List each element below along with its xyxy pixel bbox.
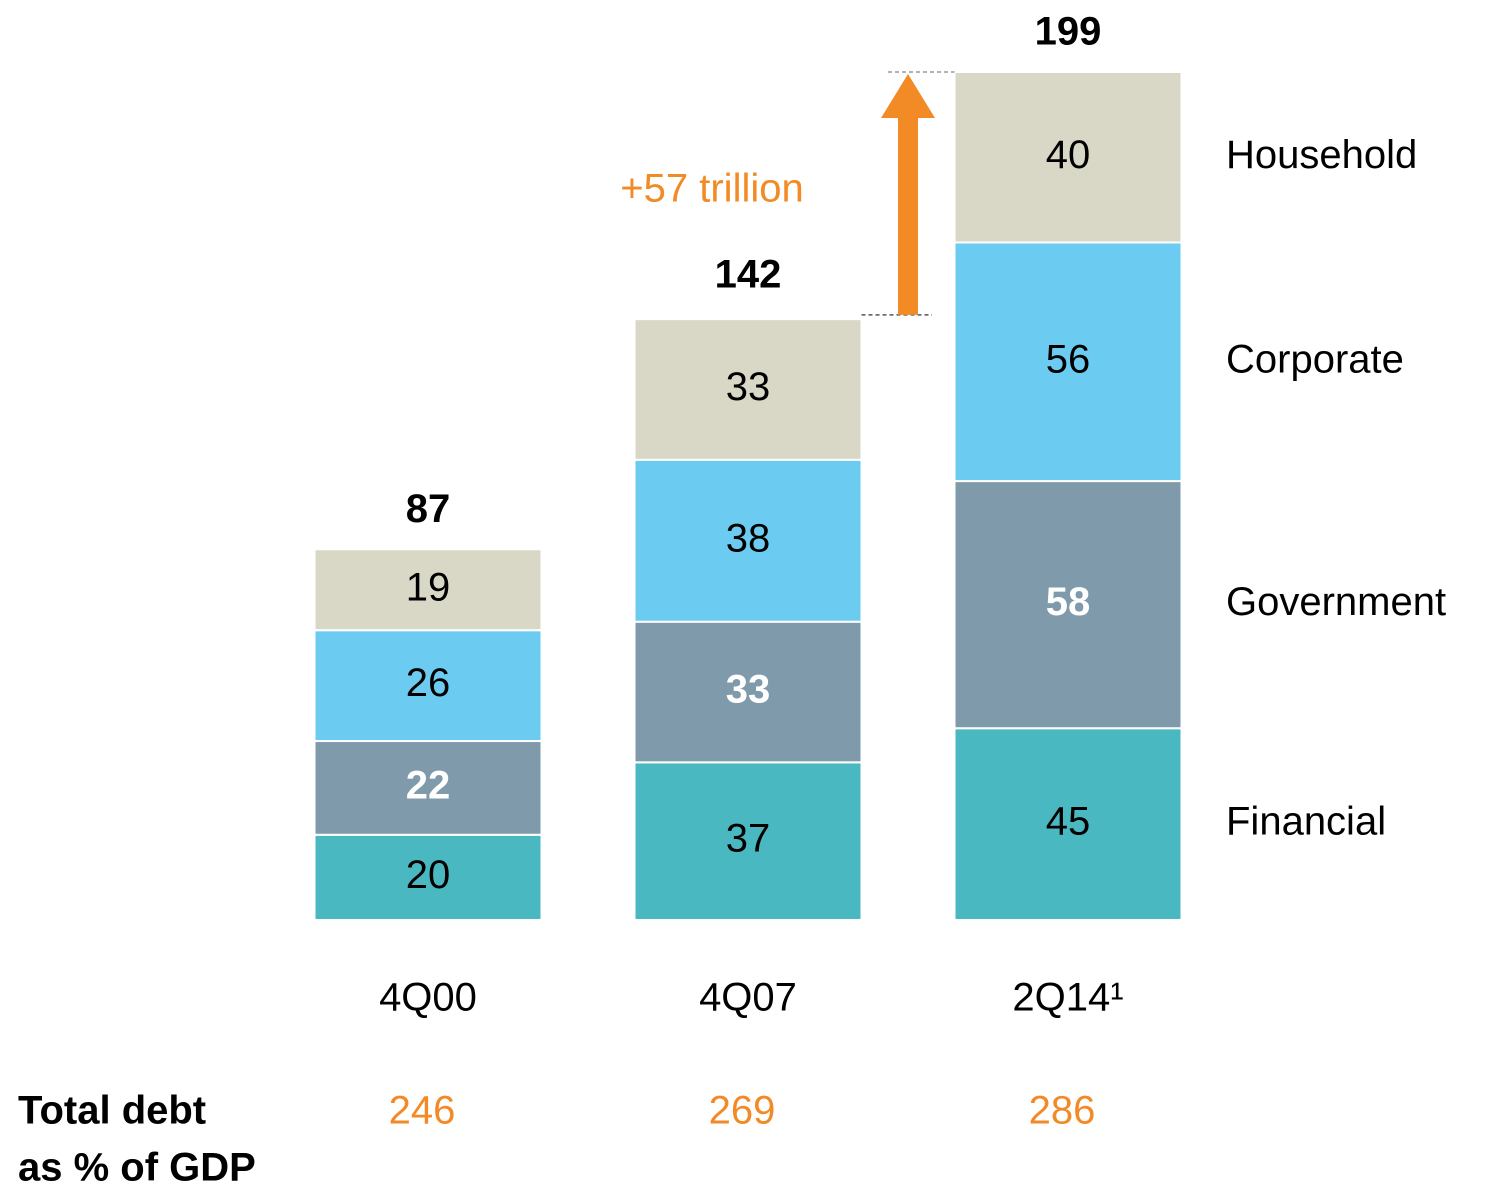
value-label: 40: [1046, 133, 1091, 177]
row-label: as % of GDP: [18, 1146, 256, 1190]
value-label: 33: [726, 668, 771, 712]
row-value: 286: [1029, 1089, 1096, 1133]
x-tick-label: 2Q14¹: [1012, 976, 1123, 1020]
value-label: 38: [726, 516, 771, 560]
value-label: 26: [406, 661, 451, 705]
bar-segment: [313, 833, 543, 921]
value-label: 45: [1046, 800, 1091, 844]
bar-segment: [633, 620, 863, 764]
x-tick-label: 4Q00: [379, 976, 477, 1020]
total-label: 142: [715, 252, 782, 296]
annotation: +57 trillion: [620, 167, 803, 211]
total-label: 87: [406, 487, 451, 531]
value-label: 20: [406, 853, 451, 897]
x-tick-label: 4Q07: [699, 976, 797, 1020]
bar-segment: [313, 740, 543, 836]
legend-label: Household: [1226, 133, 1417, 177]
bar-segment: [953, 71, 1183, 244]
row-value: 246: [389, 1089, 456, 1133]
bar-segment: [313, 548, 543, 632]
legend-label: Financial: [1226, 800, 1386, 844]
value-label: 33: [726, 365, 771, 409]
total-label: 199: [1035, 10, 1102, 54]
legend-label: Government: [1226, 580, 1446, 624]
arrow-shaft: [898, 116, 918, 315]
legend-label: Corporate: [1226, 337, 1404, 381]
bar-segment: [633, 761, 863, 921]
value-label: 22: [406, 763, 451, 807]
bar-segment: [633, 458, 863, 623]
value-label: 37: [726, 817, 771, 861]
value-label: 19: [406, 565, 451, 609]
row-value: 269: [709, 1089, 776, 1133]
row-label: Total debt: [18, 1089, 206, 1133]
arrow-head: [881, 74, 935, 118]
bar-segment: [953, 727, 1183, 921]
bar-segment: [633, 318, 863, 461]
value-label: 58: [1046, 580, 1091, 624]
value-label: 56: [1046, 337, 1091, 381]
bar-segment: [953, 480, 1183, 730]
bar-segment: [953, 241, 1183, 483]
